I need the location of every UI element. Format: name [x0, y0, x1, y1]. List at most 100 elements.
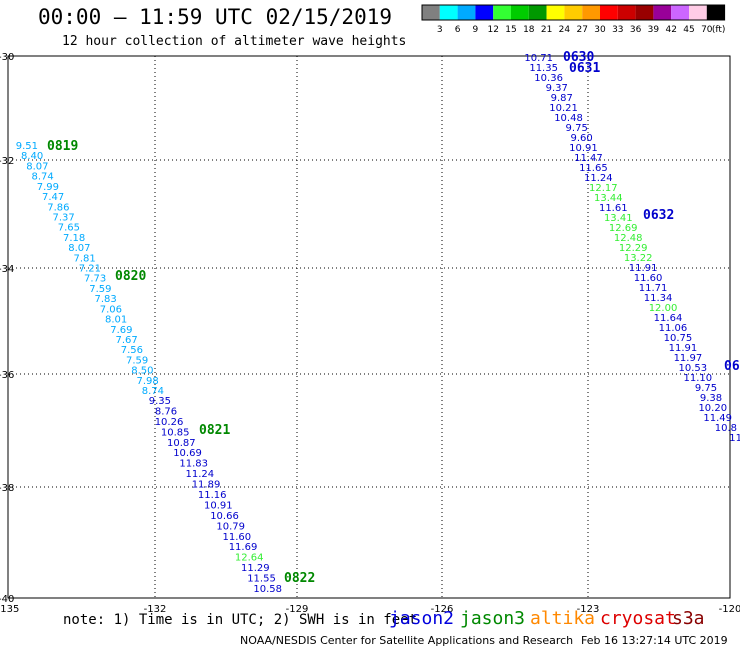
wave-height-value: 10.48 [554, 113, 583, 124]
wave-height-value: 7.21 [79, 264, 101, 275]
wave-height-value: 9.38 [700, 393, 722, 404]
wave-height-value: 11.83 [179, 459, 208, 470]
satellite-altika: altika [530, 608, 596, 629]
wave-height-value: 7.69 [110, 325, 132, 336]
wave-height-value: 9.37 [546, 83, 568, 94]
color-legend: 3 6 9 12 15 18 21 24 27 30 33 36 39 42 45 70 (ft) [421, 4, 725, 35]
time-label: 063 [724, 359, 740, 374]
lat-label: -32 [0, 156, 14, 167]
wave-height-value: 8.40 [21, 151, 43, 162]
wave-height-value: 8.76 [155, 406, 177, 417]
wave-height-value: 7.73 [84, 274, 106, 285]
wave-height-value: 9.75 [566, 123, 588, 134]
wave-height-value: 10.91 [569, 143, 598, 154]
page-title: 00:00 – 11:59 UTC 02/15/2019 [38, 5, 393, 29]
wave-height-value: 12.29 [619, 243, 648, 254]
wave-height-value: 11.91 [629, 263, 658, 274]
wave-height-value: 10.75 [664, 333, 693, 344]
wave-height-value: 11.69 [229, 542, 258, 553]
wave-height-value: 7.65 [58, 223, 80, 234]
wave-height-value: 8.07 [26, 161, 48, 172]
wave-height-value: 9.87 [551, 93, 573, 104]
wave-height-value: 11.91 [669, 343, 698, 354]
legend-swatch [493, 5, 511, 20]
wave-height-value: 7.98 [136, 376, 158, 387]
wave-height-value: 8.01 [105, 315, 127, 326]
wave-height-value: 11.71 [639, 283, 668, 294]
wave-height-value: 9.60 [571, 133, 593, 144]
wave-height-value: 7.81 [73, 253, 95, 264]
legend-swatch [582, 5, 600, 20]
time-label: 0821 [199, 423, 230, 438]
wave-height-value: 10.36 [534, 73, 563, 84]
wave-height-value: 12.69 [609, 223, 638, 234]
wave-height-value: 10.79 [216, 521, 245, 532]
wave-height-value: 10.66 [210, 511, 239, 522]
wave-height-value: 10.26 [155, 417, 184, 428]
legend-swatch [617, 5, 636, 20]
wave-height-value: 10.21 [549, 103, 578, 114]
wave-height-value: 12.64 [235, 553, 264, 564]
legend-label: 45 [683, 25, 694, 35]
wave-height-value: 7.59 [89, 284, 111, 295]
wave-height-value: 11.65 [579, 163, 608, 174]
wave-height-value: 7.06 [100, 304, 122, 315]
lat-label: -30 [0, 52, 14, 63]
page-subtitle: 12 hour collection of altimeter wave hei… [62, 34, 407, 49]
legend-label: 24 [559, 25, 571, 35]
legend-swatch [689, 5, 707, 20]
wave-height-value: 11 [729, 433, 740, 444]
wave-height-value: 11.24 [584, 173, 613, 184]
wave-height-value: 12.17 [589, 183, 618, 194]
wave-height-value: 13.41 [604, 213, 633, 224]
wave-height-value: 10.20 [698, 403, 727, 414]
legend-swatch [706, 5, 725, 20]
wave-height-value: 7.56 [121, 345, 143, 356]
wave-height-value: 13.44 [594, 193, 623, 204]
map-frame [7, 55, 731, 599]
wave-height-value: 10.91 [204, 500, 233, 511]
legend-swatch [635, 5, 654, 20]
note-text: note: 1) Time is in UTC; 2) SWH is in fe… [63, 612, 418, 628]
legend-label: 27 [576, 25, 587, 35]
wave-height-value: 11.60 [634, 273, 663, 284]
wave-height-value: 13.22 [624, 253, 653, 264]
legend-swatch [511, 5, 529, 20]
wave-height-value: 7.83 [94, 294, 116, 305]
time-label: 0820 [115, 269, 146, 284]
wave-height-value: 10.53 [679, 363, 708, 374]
legend-swatch [528, 5, 547, 20]
lat-label: -38 [0, 483, 14, 494]
legend-label: 70 [701, 25, 713, 35]
wave-height-value: 7.47 [42, 192, 64, 203]
wave-height-value: 11.49 [703, 413, 732, 424]
time-label: 0631 [569, 61, 600, 76]
time-label: 0819 [47, 139, 78, 154]
lat-label: -36 [0, 370, 14, 381]
wave-height-value: 10.85 [161, 427, 190, 438]
satellite-jason2: jason2 [389, 608, 455, 629]
legend-label: 42 [665, 25, 676, 35]
wave-height-value: 10.71 [524, 53, 553, 64]
legend-swatch [671, 5, 689, 20]
wave-height-value: 11.55 [247, 574, 276, 585]
wave-height-value: 11.64 [654, 313, 683, 324]
wave-height-value: 11.97 [674, 353, 703, 364]
legend-label: 12 [487, 25, 498, 35]
wave-height-value: 7.37 [52, 212, 74, 223]
wave-height-value: 8.74 [31, 172, 53, 183]
legend-label: 6 [455, 25, 461, 35]
legend-swatch [422, 5, 440, 20]
lon-label: -123 [577, 604, 600, 615]
legend-label: 36 [630, 25, 642, 35]
wave-height-value: 7.18 [63, 233, 85, 244]
wave-height-value: 11.47 [574, 153, 603, 164]
legend-swatch [600, 5, 618, 20]
wave-height-value: 9.35 [149, 396, 171, 407]
lon-label: -120 [719, 604, 740, 615]
wave-height-value: 11.06 [659, 323, 688, 334]
lon-label: -129 [286, 604, 309, 615]
time-label: 0822 [284, 571, 315, 586]
wave-height-value: 11.29 [241, 563, 270, 574]
